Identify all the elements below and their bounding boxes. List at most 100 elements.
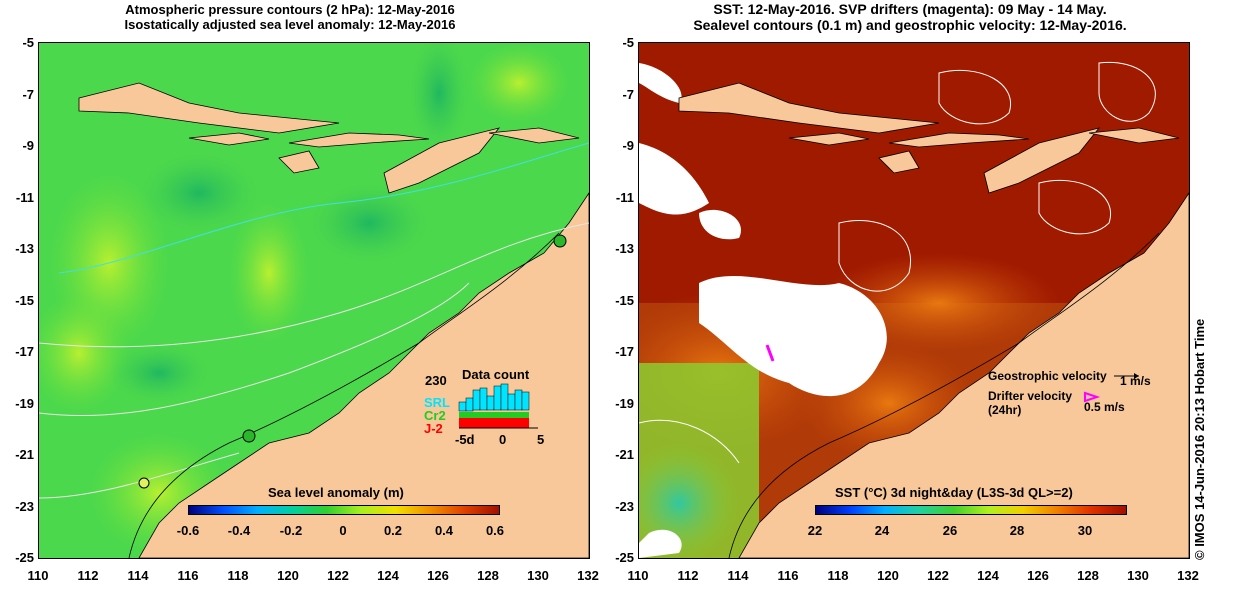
y-tick-label: -5 (22, 35, 34, 50)
anomaly-patch (309, 183, 429, 263)
anomaly-patch (469, 43, 569, 123)
y-tick-label: -17 (15, 344, 34, 359)
drifter-velocity-label: Drifter velocity (988, 389, 1073, 403)
cloud-mask (639, 63, 682, 103)
pressure-contour (58, 142, 589, 274)
x-tick-label: 120 (277, 568, 299, 583)
x-tick-label: 118 (227, 568, 249, 583)
pressure-contour (39, 452, 240, 499)
island-landmass (488, 127, 580, 144)
y-tick-label: -25 (615, 550, 634, 565)
x-tick-label: 112 (677, 568, 699, 583)
drifter-scale-arrow (1084, 391, 1101, 403)
y-tick-label: -25 (15, 550, 34, 565)
depth-contour (128, 232, 560, 558)
histogram-bar (458, 401, 467, 412)
sla-colorbar-tick: 0.4 (434, 523, 454, 538)
island-landmass (383, 127, 501, 194)
histogram-bar (493, 385, 502, 411)
island-landmass (1088, 127, 1180, 144)
island-landmass (188, 132, 270, 146)
legend-j2: J-2 (424, 421, 443, 436)
sst-colorbar-tick: 30 (1077, 523, 1093, 538)
sst-colorbar-tick: 26 (942, 523, 958, 538)
histogram-bar (465, 397, 474, 412)
data-count-xtick: 0 (499, 432, 507, 447)
y-tick-label: -21 (615, 447, 634, 462)
x-tick-label: 114 (127, 568, 149, 583)
right-title-line2: Sealevel contours (0.1 m) and geostrophi… (693, 17, 1127, 33)
drifter-track (765, 344, 775, 362)
sealevel-contour (1098, 61, 1156, 122)
x-tick-label: 116 (777, 568, 799, 583)
sla-colorbar (188, 505, 500, 515)
y-tick-label: -9 (22, 138, 34, 153)
y-tick-label: -17 (615, 344, 634, 359)
right-title-line1: SST: 12-May-2016. SVP drifters (magenta)… (713, 1, 1107, 17)
x-tick-label: 122 (927, 568, 949, 583)
histogram-bar (507, 393, 516, 411)
sst-colorbar (815, 505, 1127, 515)
tide-gauge-marker (242, 429, 256, 443)
sst-colorbar-title: SST (°C) 3d night&day (L3S-3d QL>=2) (835, 485, 1073, 500)
sst-colorbar-tick: 22 (807, 523, 823, 538)
y-tick-label: -19 (615, 395, 634, 411)
x-tick-label: 128 (1077, 568, 1099, 583)
x-tick-label: 128 (477, 568, 499, 583)
y-tick-label: -23 (615, 498, 634, 514)
anomaly-patch (39, 293, 129, 413)
island-landmass (878, 150, 920, 174)
drifter-velocity-scale: 0.5 m/s (1084, 400, 1125, 414)
sla-colorbar-tick: -0.4 (227, 523, 251, 538)
sst-map-svg (639, 43, 1189, 558)
x-tick-label: 114 (727, 568, 749, 583)
sla-colorbar-title: Sea level anomaly (m) (268, 485, 404, 500)
left-title-line2: Isostatically adjusted sea level anomaly… (124, 17, 456, 32)
imos-credit: © IMOS 14-Jun-2016 20:13 Hobart Time (1192, 318, 1207, 560)
island-landmass (78, 82, 340, 134)
sea-level-map (38, 42, 590, 559)
y-tick-label: -15 (15, 292, 34, 308)
x-tick-label: 116 (177, 568, 199, 583)
y-tick-label: -23 (15, 498, 34, 514)
island-landmass (288, 132, 430, 148)
left-title-line1: Atmospheric pressure contours (2 hPa): 1… (125, 2, 455, 17)
sla-colorbar-tick: -0.2 (279, 523, 303, 538)
y-tick-label: -15 (615, 292, 634, 308)
data-count-xtick: 5 (537, 432, 545, 447)
geo-velocity-label: Geostrophic velocity (988, 369, 1107, 383)
sla-colorbar-tick: 0 (339, 523, 347, 538)
data-count-xtick: -5d (455, 432, 475, 447)
x-tick-label: 110 (27, 568, 49, 583)
histogram-bar (514, 389, 523, 411)
sst-colorbar-tick: 24 (874, 523, 890, 538)
sla-colorbar-tick: 0.2 (383, 523, 403, 538)
y-tick-label: -21 (15, 447, 34, 462)
y-tick-label: -19 (15, 395, 34, 411)
australia-landmass (738, 192, 1189, 558)
x-tick-label: 130 (1127, 568, 1149, 583)
y-tick-label: -5 (622, 35, 634, 50)
depth-contour (728, 232, 1160, 558)
cloud-mask (699, 209, 741, 240)
x-tick-label: 112 (77, 568, 99, 583)
y-tick-label: -9 (622, 138, 634, 153)
x-tick-label: 122 (327, 568, 349, 583)
histogram-bar-red (459, 418, 529, 428)
y-tick-label: -13 (15, 241, 34, 256)
x-tick-label: 124 (977, 568, 999, 583)
x-tick-label: 120 (877, 568, 899, 583)
y-tick-label: -7 (22, 86, 34, 102)
x-tick-label: 110 (627, 568, 649, 583)
anomaly-patch (109, 343, 209, 403)
y-tick-label: -11 (15, 189, 34, 205)
sla-colorbar-tick: -0.6 (176, 523, 200, 538)
cloud-mask (639, 143, 709, 215)
pressure-contour (39, 282, 470, 417)
y-tick-label: -11 (615, 189, 634, 205)
anomaly-patch (409, 43, 469, 153)
y-tick-label: -13 (615, 241, 634, 256)
data-count-title: Data count (462, 367, 530, 382)
anomaly-patch (229, 203, 309, 343)
sla-colorbar-tick: 0.6 (485, 523, 505, 538)
